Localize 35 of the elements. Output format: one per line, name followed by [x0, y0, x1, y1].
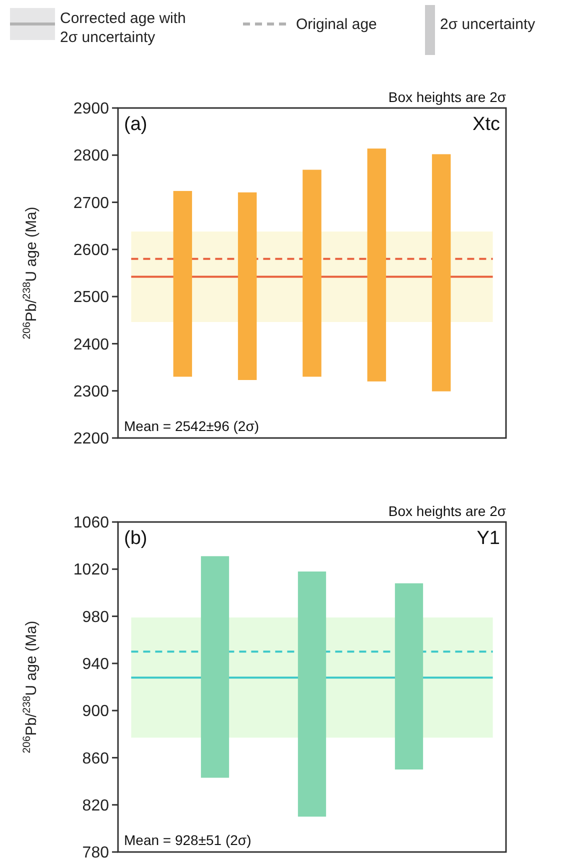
y-tick-label: 2900: [73, 100, 110, 118]
y-tick-label: 860: [82, 750, 110, 768]
bar: [173, 190, 192, 377]
annotation: Y1: [476, 528, 500, 549]
y-tick-label: 2400: [73, 336, 110, 354]
annotation: Mean = 2542±96 (2σ): [124, 418, 260, 434]
y-tick-label: 2300: [73, 383, 110, 400]
y-tick-label: 2500: [73, 289, 110, 306]
y-tick-label: 2600: [73, 242, 110, 260]
y-tick-label: 940: [82, 656, 110, 674]
bar: [298, 572, 326, 817]
text: Original age: [296, 16, 377, 33]
bar: [302, 170, 322, 377]
bar: [367, 148, 386, 382]
annotation: Mean = 928±51 (2σ): [124, 832, 252, 848]
y-tick-label: 820: [82, 797, 110, 814]
bar: [200, 556, 230, 778]
annotation: (b): [124, 528, 148, 549]
y-tick-label: 980: [82, 608, 110, 626]
annotation: (a): [124, 114, 148, 135]
y-tick-label: 2200: [73, 430, 110, 448]
y-tick-label: 780: [82, 844, 110, 859]
bar: [238, 192, 257, 380]
bar: [432, 154, 451, 392]
bar: [394, 583, 424, 770]
text: Box heights are 2σ: [388, 89, 506, 105]
y-tick-label: 1020: [73, 562, 110, 579]
text: Corrected age with 2σ uncertainty: [60, 10, 186, 46]
text: 2σ uncertainty: [440, 16, 536, 33]
y-tick-label: 1060: [73, 514, 110, 532]
annotation: Xtc: [472, 114, 500, 135]
y-tick-label: 900: [82, 703, 110, 720]
text: Box heights are 2σ: [388, 503, 506, 519]
y-tick-label: 2800: [73, 148, 110, 165]
y-tick-label: 2700: [73, 194, 110, 212]
